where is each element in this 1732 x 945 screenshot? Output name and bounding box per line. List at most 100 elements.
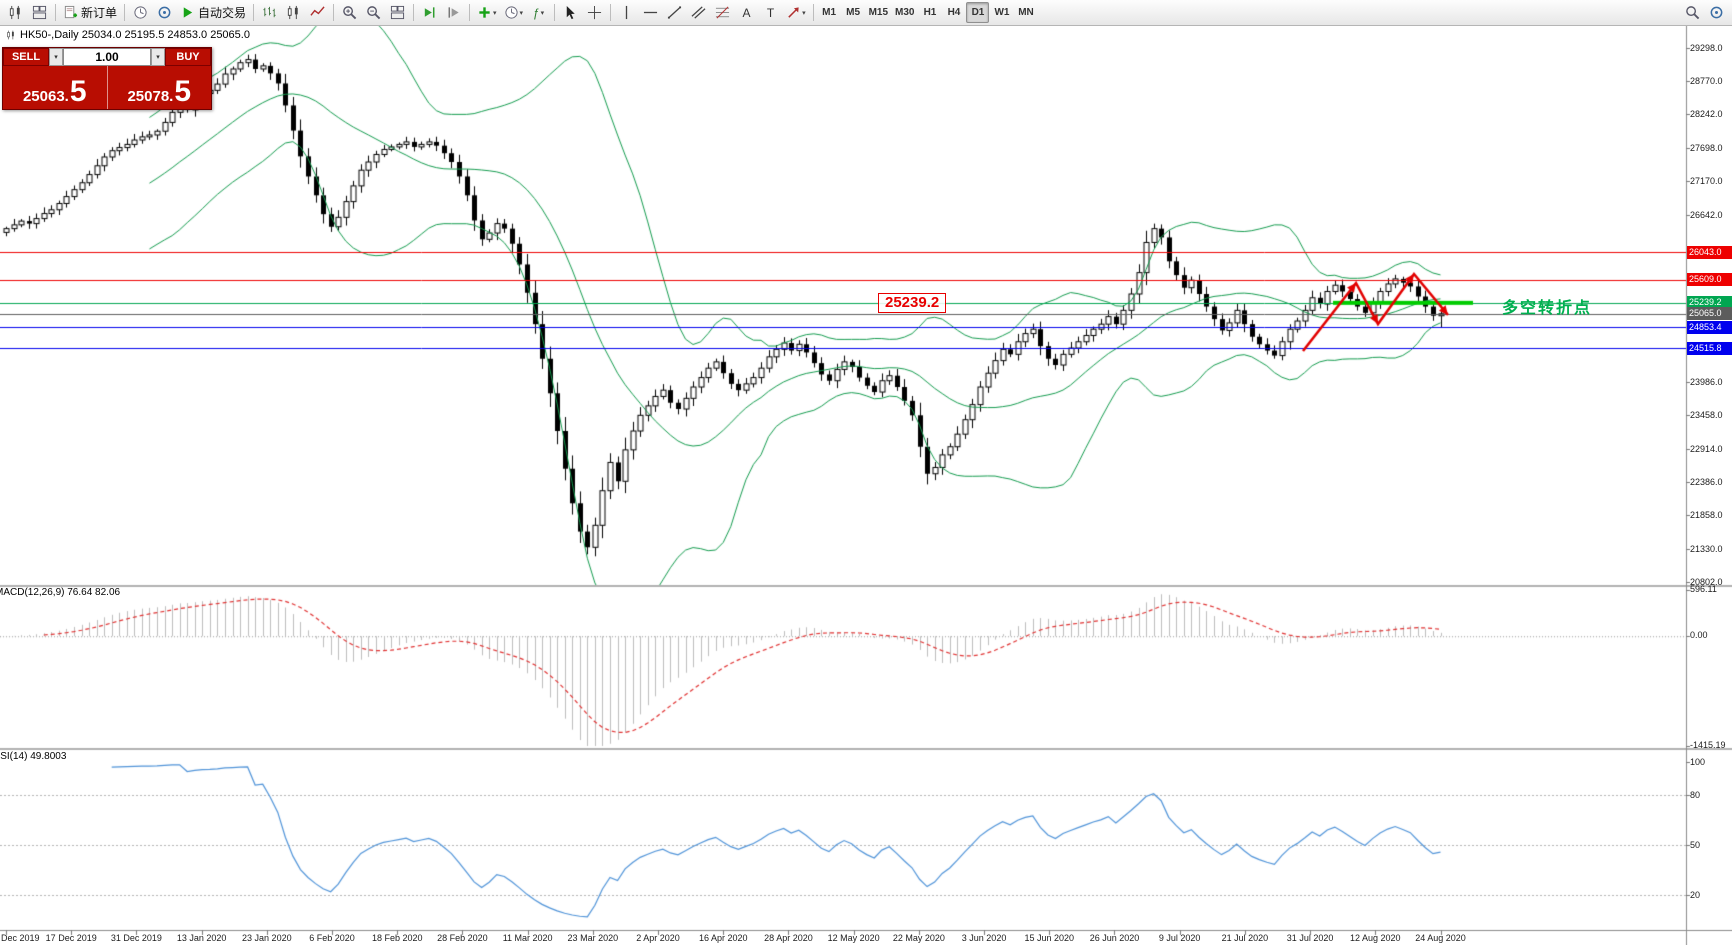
- sell-dropdown-button[interactable]: ▾: [49, 48, 63, 66]
- rsi-window-label: RSI(14) 49.8003: [0, 751, 67, 762]
- timeframe-m15-button[interactable]: M15: [866, 2, 891, 23]
- vertical-line-icon: [619, 5, 634, 20]
- trendline-icon: [667, 5, 682, 20]
- timeframe-mn-button[interactable]: MN: [1014, 2, 1037, 23]
- new-chart-button[interactable]: [4, 2, 27, 23]
- price-axis-label: 29298.0: [1690, 42, 1723, 53]
- macd-axis-label: -1415.19: [1690, 740, 1726, 750]
- equidistant-channel-icon: [691, 5, 706, 20]
- price-axis-label: 21858.0: [1690, 510, 1723, 521]
- buy-button[interactable]: BUY: [165, 48, 211, 66]
- text-label-button[interactable]: T: [759, 2, 782, 23]
- arrows-dropdown-icon: ▾: [802, 9, 806, 17]
- chart-line-button[interactable]: [306, 2, 329, 23]
- profiles-button[interactable]: [28, 2, 51, 23]
- timeframe-h4-button[interactable]: H4: [942, 2, 965, 23]
- autotrading-button[interactable]: 自动交易: [177, 2, 249, 23]
- periods-button[interactable]: ▾: [501, 2, 527, 23]
- new-window-button[interactable]: ▾: [474, 2, 500, 23]
- toolbar-separator: [610, 4, 612, 21]
- price-level-tag[interactable]: 24853.4: [1687, 320, 1732, 334]
- equidistant-channel-button[interactable]: [687, 2, 710, 23]
- price-level-tag[interactable]: 25609.0: [1687, 273, 1732, 287]
- timeframe-h1-button[interactable]: H1: [918, 2, 941, 23]
- price-level-tag[interactable]: 25065.0: [1687, 307, 1732, 321]
- time-axis-label: 23 Mar 2020: [567, 933, 619, 943]
- time-axis-label: 15 Jun 2020: [1024, 933, 1075, 943]
- search-button[interactable]: [1681, 2, 1704, 23]
- timeframe-m1-button[interactable]: M1: [818, 2, 841, 23]
- chart-bars-button[interactable]: [258, 2, 281, 23]
- price-level-tag[interactable]: 24515.8: [1687, 341, 1732, 355]
- price-axis-label: 28770.0: [1690, 75, 1723, 86]
- volume-dropdown-button[interactable]: ▾: [151, 48, 165, 66]
- chart-candles-icon: [286, 5, 301, 20]
- tile-windows-button[interactable]: [386, 2, 409, 23]
- sell-price[interactable]: 25063. 5: [3, 66, 108, 109]
- rsi-axis-label: 100: [1690, 757, 1706, 767]
- price-axis-label: 21330.0: [1690, 543, 1723, 554]
- price-axis-label: 26642.0: [1690, 209, 1723, 220]
- fibonacci-icon: [715, 5, 730, 20]
- time-axis-label: 12 May 2020: [827, 933, 880, 943]
- vertical-line-button[interactable]: [615, 2, 638, 23]
- text-button[interactable]: A: [735, 2, 758, 23]
- zoom-out-button[interactable]: [362, 2, 385, 23]
- price-axis-label: 22386.0: [1690, 477, 1723, 488]
- chart-shift-button[interactable]: [442, 2, 465, 23]
- new-window-dropdown-icon: ▾: [493, 9, 497, 17]
- macd-window-label: MACD(12,26,9) 76.64 82.06: [0, 587, 121, 598]
- metaquotes-button[interactable]: [1705, 2, 1728, 23]
- time-axis-label: 28 Feb 2020: [437, 933, 488, 943]
- community-button[interactable]: [153, 2, 176, 23]
- volume-input[interactable]: [63, 48, 151, 66]
- price-axis-label: 22914.0: [1690, 443, 1723, 454]
- one-click-prices: 25063. 5 25078. 5: [3, 66, 211, 109]
- timeframe-m5-button[interactable]: M5: [842, 2, 865, 23]
- history-center-icon: [133, 5, 148, 20]
- time-axis-label: 6 Feb 2020: [309, 933, 355, 943]
- price-level-tag[interactable]: 25239.2: [1687, 296, 1732, 310]
- indicators-button[interactable]: ƒ ▾: [527, 2, 550, 23]
- price-level-tag[interactable]: 26043.0: [1687, 245, 1732, 259]
- zoom-in-button[interactable]: [338, 2, 361, 23]
- horizontal-line-icon: [643, 5, 658, 20]
- new-chart-icon: [8, 5, 23, 20]
- time-axis-label: 16 Apr 2020: [698, 933, 748, 943]
- timeframe-m15-label: M15: [868, 7, 889, 18]
- zoom-in-icon: [342, 5, 357, 20]
- sell-button[interactable]: SELL: [3, 48, 49, 66]
- price-axis-label: 27170.0: [1690, 176, 1723, 187]
- crosshair-button[interactable]: [583, 2, 606, 23]
- periods-icon: [504, 5, 519, 20]
- toolbar-separator: [124, 4, 126, 21]
- time-axis-label: 26 Jun 2020: [1089, 933, 1140, 943]
- buy-price[interactable]: 25078. 5: [127, 75, 192, 108]
- history-center-button[interactable]: [129, 2, 152, 23]
- toolbar-separator: [554, 4, 556, 21]
- chart-candles-button[interactable]: [282, 2, 305, 23]
- tile-windows-icon: [390, 5, 405, 20]
- toolbar-separator: [253, 4, 255, 21]
- autotrading-icon: [180, 5, 195, 20]
- price-axis-label: 27698.0: [1690, 143, 1723, 154]
- timeframe-m30-button[interactable]: M30: [892, 2, 917, 23]
- one-click-controls-row: SELL ▾ ▾ BUY: [3, 48, 211, 66]
- turning-point-annotation[interactable]: 多空转折点: [1502, 300, 1593, 317]
- trendline-button[interactable]: [663, 2, 686, 23]
- horizontal-line-button[interactable]: [639, 2, 662, 23]
- chart-ohlc-text: HK50-,Daily 25034.0 25195.5 24853.0 2506…: [20, 29, 250, 41]
- auto-scroll-button[interactable]: [418, 2, 441, 23]
- time-axis-label: 31 Jul 2020: [1286, 933, 1334, 943]
- timeframe-w1-button[interactable]: W1: [990, 2, 1013, 23]
- cursor-button[interactable]: [559, 2, 582, 23]
- toolbar-separator: [413, 4, 415, 21]
- fibonacci-button[interactable]: [711, 2, 734, 23]
- price-level-annotation[interactable]: 25239.2: [878, 293, 947, 313]
- price-axis-label: 20802.0: [1690, 576, 1723, 587]
- indicators-dropdown-icon: ▾: [540, 9, 545, 17]
- arrows-button[interactable]: ▾: [783, 2, 809, 23]
- new-order-button[interactable]: 新订单: [60, 2, 120, 23]
- timeframe-d1-button[interactable]: D1: [966, 2, 990, 23]
